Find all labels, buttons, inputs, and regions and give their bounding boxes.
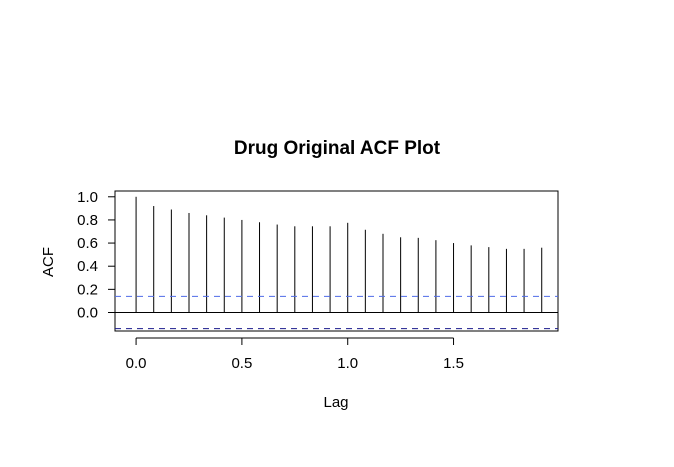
- y-tick-label: 0.2: [77, 281, 98, 298]
- x-tick-label: 0.5: [231, 355, 252, 372]
- y-tick-label: 0.6: [77, 235, 98, 252]
- y-axis-label: ACF: [40, 247, 57, 277]
- x-axis-label: Lag: [323, 394, 348, 411]
- y-axis: 0.0 0.2 0.4 0.6 0.8 1.0: [77, 189, 115, 321]
- x-axis: 0.0 0.5 1.0 1.5: [126, 337, 464, 372]
- acf-bars: [135, 196, 543, 313]
- plot-frame: [114, 190, 559, 332]
- y-tick-label: 0.8: [77, 212, 98, 229]
- y-tick-label: 0.4: [77, 258, 98, 275]
- y-tick-label: 1.0: [77, 189, 98, 206]
- x-tick-label: 0.0: [126, 355, 147, 372]
- y-tick-label: 0.0: [77, 304, 98, 321]
- x-tick-label: 1.0: [337, 355, 358, 372]
- x-tick-label: 1.5: [443, 355, 464, 372]
- chart-title: Drug Original ACF Plot: [234, 138, 441, 159]
